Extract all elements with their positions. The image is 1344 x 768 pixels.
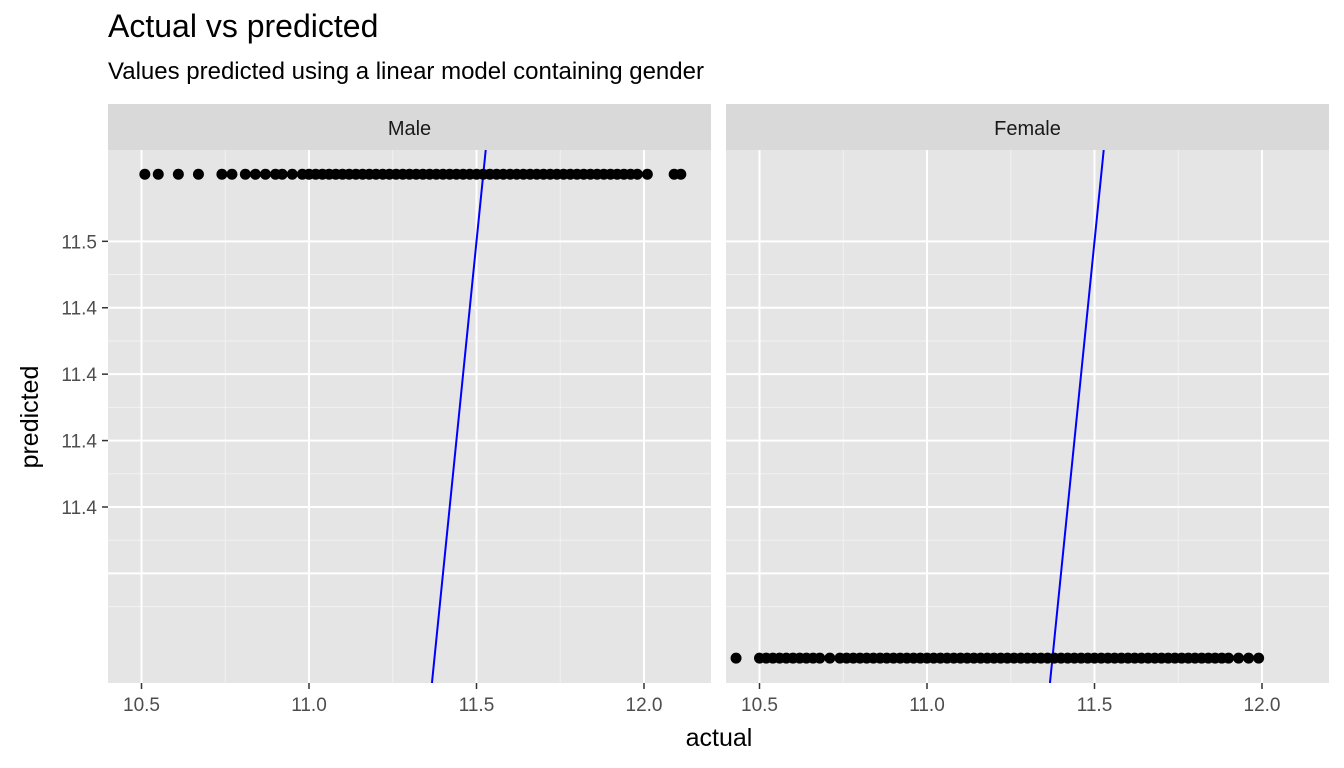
x-tick-label: 12.0 (1244, 695, 1281, 716)
facet-label: Male (388, 118, 431, 140)
facet-strip (726, 104, 1329, 150)
data-point (226, 168, 238, 180)
y-tick-label: 11.4 (61, 432, 97, 453)
reference-line (430, 150, 487, 683)
data-point (259, 168, 271, 180)
y-tick-label: 11.4 (61, 498, 97, 519)
x-tick-label: 12.0 (626, 695, 663, 716)
data-point (1223, 652, 1234, 664)
data-point (139, 168, 151, 180)
facet-label: Female (994, 118, 1061, 140)
data-point (286, 168, 298, 180)
x-tick-label: 10.5 (741, 695, 778, 716)
facet-panel-female: Female 10.5 11.0 11.5 12.0 (726, 104, 1329, 716)
x-tick-label: 11.0 (909, 695, 945, 716)
x-tick-label: 11.5 (1077, 695, 1113, 716)
x-tick-label: 11.5 (459, 695, 495, 716)
data-point (1253, 652, 1265, 664)
reference-line (1048, 150, 1105, 683)
x-axis-title: actual (686, 724, 753, 752)
data-point (276, 168, 288, 180)
data-point (631, 168, 643, 180)
data-point (1243, 652, 1255, 664)
chart-subtitle: Values predicted using a linear model co… (108, 58, 704, 85)
data-point (824, 652, 836, 664)
y-tick-label: 11.4 (61, 299, 97, 320)
data-point (172, 168, 184, 180)
y-tick-label: 11.4 (61, 365, 97, 386)
data-point (249, 168, 261, 180)
chart-title: Actual vs predicted (108, 8, 379, 44)
y-axis-title: predicted (16, 366, 44, 469)
data-point (152, 168, 164, 180)
data-point (1233, 652, 1245, 664)
facet-panel-male: Male 10.5 11.0 11.5 12.0 (108, 104, 711, 716)
panel-background (108, 150, 711, 683)
data-point (814, 652, 826, 664)
y-tick-label: 11.5 (61, 232, 97, 253)
data-point (675, 168, 687, 180)
data-point (730, 652, 742, 664)
data-point (239, 168, 251, 180)
data-point (192, 168, 204, 180)
data-point (216, 168, 228, 180)
x-tick-label: 11.0 (291, 695, 327, 716)
x-tick-label: 10.5 (123, 695, 160, 716)
facet-strip (108, 104, 711, 150)
panel-background (726, 150, 1329, 683)
data-point (641, 168, 653, 180)
